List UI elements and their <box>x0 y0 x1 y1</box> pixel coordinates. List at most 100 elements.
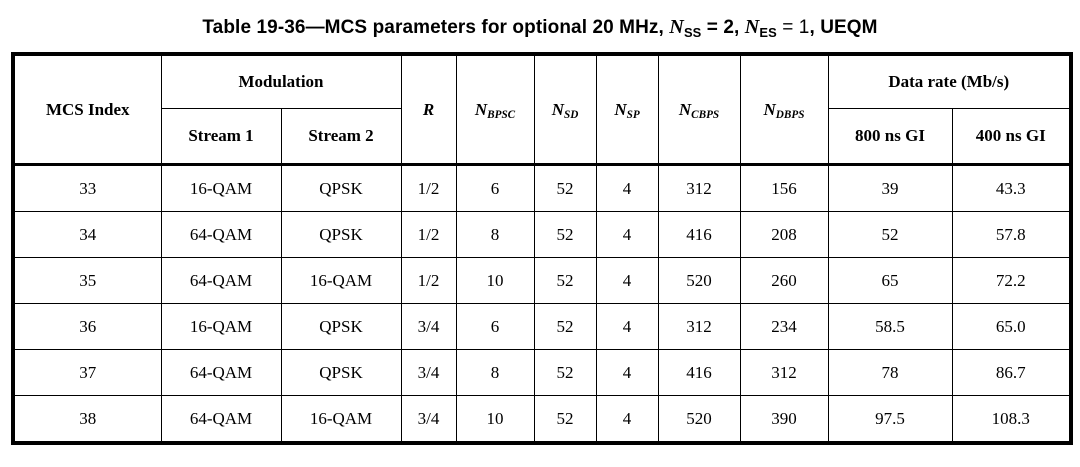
table-header: MCS Index Modulation R NBPSC NSD NSP NCB… <box>12 53 1072 165</box>
caption-suffix: , UEQM <box>809 17 878 38</box>
cell-rate-800ns: 58.5 <box>827 303 953 350</box>
cell-mcs-index: 36 <box>12 303 162 350</box>
col-header-400ns-gi: 400 ns GI <box>951 108 1072 165</box>
cell-ndbps: 156 <box>739 163 829 212</box>
nes-subscript: ES <box>759 25 777 41</box>
table-row-mcs37: 37 64-QAM QPSK 3/4 8 52 4 416 312 78 86.… <box>12 349 1072 396</box>
cell-ndbps: 260 <box>739 257 829 304</box>
cell-nsp: 4 <box>595 163 659 212</box>
cell-nbpsc: 8 <box>455 349 535 396</box>
col-header-nsp: NSP <box>595 53 659 165</box>
cell-rate-800ns: 78 <box>827 349 953 396</box>
mcs-parameters-table: MCS Index Modulation R NBPSC NSD NSP NCB… <box>11 52 1074 445</box>
cell-nsd: 52 <box>533 257 597 304</box>
cell-nbpsc: 10 <box>455 257 535 304</box>
col-header-r: R <box>400 53 457 165</box>
cell-rate-400ns: 86.7 <box>951 349 1072 396</box>
cell-nbpsc: 6 <box>455 163 535 212</box>
caption-prefix: Table 19-36—MCS parameters for optional … <box>202 17 670 38</box>
cell-ncbps: 416 <box>657 211 741 258</box>
table-row-mcs38: 38 64-QAM 16-QAM 3/4 10 52 4 520 390 97.… <box>12 395 1072 444</box>
cell-mcs-index: 34 <box>12 211 162 258</box>
cell-nbpsc: 10 <box>455 395 535 444</box>
cell-nsd: 52 <box>533 211 597 258</box>
cell-stream2-modulation: QPSK <box>280 349 402 396</box>
table-row-mcs36: 36 16-QAM QPSK 3/4 6 52 4 312 234 58.5 6… <box>12 303 1072 350</box>
table-caption: Table 19-36—MCS parameters for optional … <box>0 0 1080 41</box>
col-header-stream1: Stream 1 <box>160 108 282 165</box>
cell-stream1-modulation: 16-QAM <box>160 303 282 350</box>
cell-r: 3/4 <box>400 303 457 350</box>
cell-stream2-modulation: 16-QAM <box>280 257 402 304</box>
cell-ncbps: 416 <box>657 349 741 396</box>
cell-rate-400ns: 65.0 <box>951 303 1072 350</box>
header-row-bottom: Stream 1 Stream 2 800 ns GI 400 ns GI <box>13 108 1072 165</box>
cell-rate-400ns: 108.3 <box>951 395 1072 444</box>
cell-nsp: 4 <box>595 395 659 444</box>
cell-stream1-modulation: 64-QAM <box>160 211 282 258</box>
cell-r: 1/2 <box>400 211 457 258</box>
cell-rate-800ns: 97.5 <box>827 395 953 444</box>
cell-nsd: 52 <box>533 163 597 212</box>
cell-stream1-modulation: 16-QAM <box>160 163 282 212</box>
cell-stream2-modulation: 16-QAM <box>280 395 402 444</box>
cell-rate-800ns: 52 <box>827 211 953 258</box>
col-header-modulation: Modulation <box>160 53 402 109</box>
nss-symbol: N <box>669 16 684 38</box>
cell-stream2-modulation: QPSK <box>280 163 402 212</box>
col-header-ndbps: NDBPS <box>739 53 829 165</box>
table-row-mcs33: 33 16-QAM QPSK 1/2 6 52 4 312 156 39 43.… <box>12 163 1072 212</box>
cell-nbpsc: 6 <box>455 303 535 350</box>
cell-stream1-modulation: 64-QAM <box>160 349 282 396</box>
cell-r: 1/2 <box>400 163 457 212</box>
col-header-mcs-index: MCS Index <box>12 53 162 165</box>
cell-nsd: 52 <box>533 395 597 444</box>
col-header-nbpsc: NBPSC <box>455 53 535 165</box>
cell-stream2-modulation: QPSK <box>280 211 402 258</box>
cell-nsp: 4 <box>595 211 659 258</box>
cell-stream1-modulation: 64-QAM <box>160 257 282 304</box>
cell-nsp: 4 <box>595 257 659 304</box>
cell-mcs-index: 37 <box>12 349 162 396</box>
col-header-ncbps: NCBPS <box>657 53 741 165</box>
cell-rate-800ns: 39 <box>827 163 953 212</box>
cell-mcs-index: 35 <box>12 257 162 304</box>
table-row-mcs35: 35 64-QAM 16-QAM 1/2 10 52 4 520 260 65 … <box>12 257 1072 304</box>
cell-rate-400ns: 72.2 <box>951 257 1072 304</box>
table-row-mcs34: 34 64-QAM QPSK 1/2 8 52 4 416 208 52 57.… <box>12 211 1072 258</box>
caption-eq1: = 2, <box>701 17 745 38</box>
cell-r: 1/2 <box>400 257 457 304</box>
cell-nsp: 4 <box>595 303 659 350</box>
caption-eq2: = 1 <box>776 17 810 38</box>
col-header-nsd: NSD <box>533 53 597 165</box>
table-body: 33 16-QAM QPSK 1/2 6 52 4 312 156 39 43.… <box>12 163 1072 444</box>
cell-r: 3/4 <box>400 349 457 396</box>
cell-nsd: 52 <box>533 303 597 350</box>
header-row-top: MCS Index Modulation R NBPSC NSD NSP NCB… <box>12 53 1072 165</box>
cell-ncbps: 520 <box>657 257 741 304</box>
cell-ncbps: 312 <box>657 163 741 212</box>
cell-ndbps: 312 <box>739 349 829 396</box>
cell-nsp: 4 <box>595 349 659 396</box>
col-header-data-rate: Data rate (Mb/s) <box>827 53 1072 109</box>
cell-rate-400ns: 43.3 <box>951 163 1072 212</box>
cell-rate-800ns: 65 <box>827 257 953 304</box>
cell-r: 3/4 <box>400 395 457 444</box>
col-header-800ns-gi: 800 ns GI <box>827 108 953 165</box>
col-header-stream2: Stream 2 <box>280 108 402 165</box>
nss-subscript: SS <box>683 25 702 41</box>
cell-ndbps: 234 <box>739 303 829 350</box>
cell-mcs-index: 38 <box>12 395 162 444</box>
cell-stream2-modulation: QPSK <box>280 303 402 350</box>
cell-rate-400ns: 57.8 <box>951 211 1072 258</box>
cell-ncbps: 312 <box>657 303 741 350</box>
cell-stream1-modulation: 64-QAM <box>160 395 282 444</box>
cell-ndbps: 390 <box>739 395 829 444</box>
nes-symbol: N <box>744 16 760 38</box>
cell-ncbps: 520 <box>657 395 741 444</box>
cell-mcs-index: 33 <box>12 163 162 212</box>
cell-ndbps: 208 <box>739 211 829 258</box>
cell-nsd: 52 <box>533 349 597 396</box>
cell-nbpsc: 8 <box>455 211 535 258</box>
